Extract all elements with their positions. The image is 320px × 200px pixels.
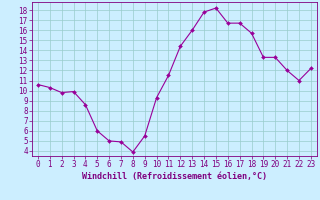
X-axis label: Windchill (Refroidissement éolien,°C): Windchill (Refroidissement éolien,°C) bbox=[82, 172, 267, 181]
